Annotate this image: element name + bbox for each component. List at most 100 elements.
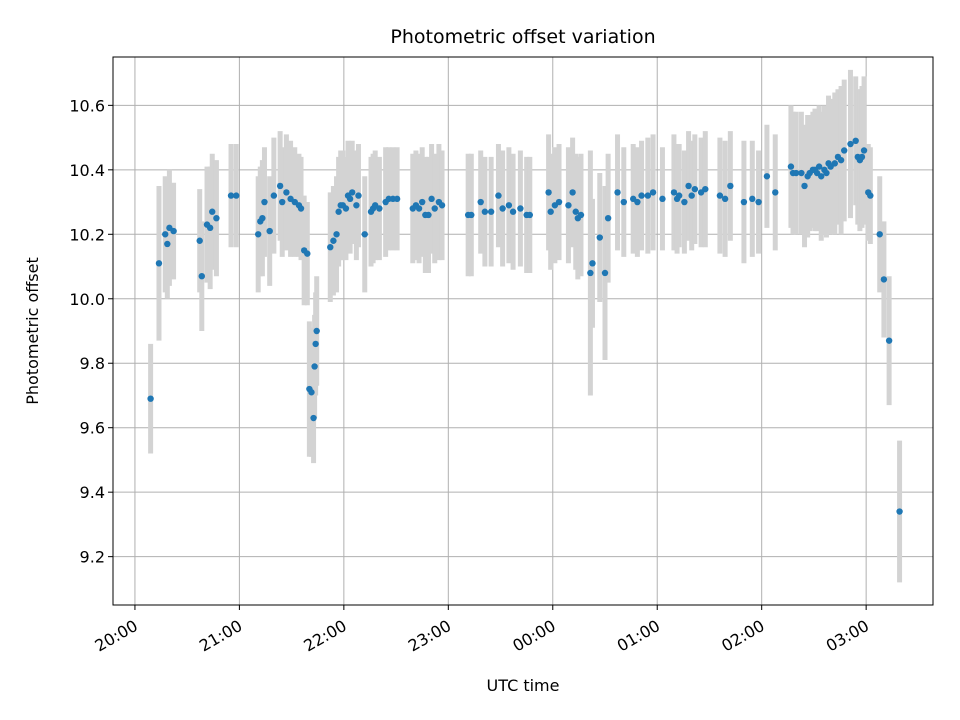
data-point [361,231,368,238]
data-point [545,189,552,196]
data-point [749,195,756,203]
data-point [681,198,688,206]
data-point [495,192,502,199]
data-point [259,214,266,222]
plot-frame [112,56,934,606]
data-point [801,182,808,190]
data-point [638,192,645,199]
data-point [896,508,903,515]
data-point [330,237,337,244]
data-point [308,389,315,396]
data-point [569,189,576,196]
data-point [688,192,695,199]
data-point [353,202,360,209]
data-point [772,189,779,196]
data-point [438,202,446,209]
data-point [505,202,513,209]
data-point [333,231,340,238]
data-point [858,153,866,161]
data-point [311,363,318,370]
data-point [270,192,278,199]
data-point [614,189,621,196]
data-point [555,198,563,206]
y-tick-label: 9.8 [80,354,105,373]
chart-title: Photometric offset variation [390,26,655,48]
data-point [837,156,845,164]
y-tick-label: 9.4 [80,483,105,502]
data-point [727,182,734,190]
data-point [147,395,154,402]
data-point [162,231,169,238]
data-point [276,182,284,190]
data-point [670,189,678,196]
data-point [589,260,596,267]
data-point [196,237,203,244]
data-point [431,205,438,212]
data-point [376,205,383,212]
data-point [815,163,823,170]
data-point [349,189,356,196]
data-point [841,147,848,154]
data-point [415,205,423,212]
data-point [517,205,524,212]
data-point [254,231,262,238]
data-point [487,208,495,215]
data-point [509,208,517,215]
data-point [860,147,868,154]
data-point [418,198,426,206]
data-point [170,227,177,235]
data-point [798,169,805,177]
data-point [763,173,771,180]
data-point [206,224,214,232]
data-point [355,192,362,199]
data-point [209,208,216,215]
x-axis-label: UTC time [487,676,560,695]
data-point [547,208,554,215]
data-point [327,243,334,251]
data-point [261,198,268,206]
data-point [876,231,883,238]
data-point [691,185,699,193]
data-point [659,195,666,203]
y-tick-label: 10.0 [69,290,105,309]
data-point [304,250,311,257]
data-point [847,140,854,148]
data-point [266,227,273,235]
data-point [499,205,506,212]
data-point [634,198,641,206]
data-point [342,205,350,212]
data-point [312,340,319,348]
data-point [867,192,874,199]
data-point [310,414,317,422]
data-point [596,234,603,241]
y-tick-label: 10.6 [69,96,105,115]
data-point [587,269,594,277]
data-point [346,195,354,203]
data-point [649,189,657,196]
data-point [313,327,320,335]
data-point [716,192,724,199]
data-point [481,208,489,215]
data-point [755,198,762,206]
y-tick-label: 10.2 [69,225,105,244]
data-point [213,214,220,222]
data-point [155,260,163,267]
data-point [233,192,240,199]
data-point [818,173,825,180]
data-point [604,214,612,222]
data-point [601,269,609,277]
data-point [297,205,305,212]
data-point [787,163,795,170]
data-point [831,160,839,167]
data-point [792,169,800,177]
data-point [702,185,709,193]
data-points [147,137,903,515]
data-point [468,211,475,219]
data-point [283,189,290,196]
data-point [227,192,235,199]
data-point [885,337,893,344]
data-point [428,195,435,203]
data-point [740,198,748,206]
data-point [565,202,572,209]
